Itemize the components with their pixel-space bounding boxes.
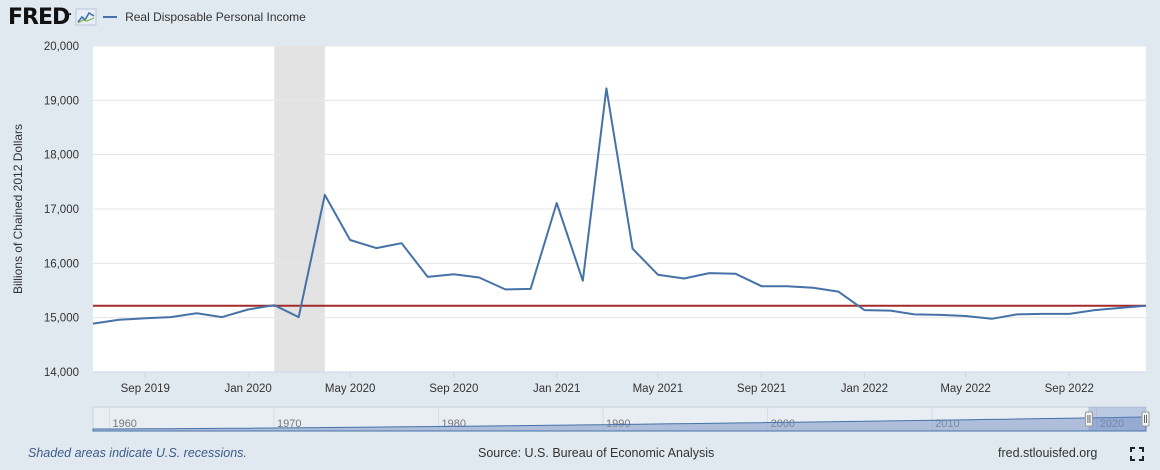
recession-note: Shaded areas indicate U.S. recessions. [28,446,247,460]
x-tick-label: Jan 2022 [841,383,888,395]
fred-logo-dot: . [68,7,72,19]
data-point[interactable] [888,308,894,314]
data-point[interactable] [528,286,534,292]
data-point[interactable] [1092,307,1098,313]
data-point[interactable] [399,240,405,246]
data-point[interactable] [732,271,738,277]
source-note: Source: U.S. Bureau of Economic Analysis [478,446,715,460]
data-point[interactable] [168,314,174,320]
data-point[interactable] [271,302,277,308]
navigator-series-area [92,416,1147,432]
navigator-handle[interactable] [1141,411,1150,427]
series-line[interactable] [92,87,1147,325]
data-point[interactable] [861,307,867,313]
data-point[interactable] [451,271,457,277]
data-point[interactable] [1143,303,1149,309]
y-tick-label: 15,000 [44,313,79,325]
data-point[interactable] [810,285,816,291]
site-link[interactable]: fred.stlouisfed.org [998,446,1098,460]
fullscreen-icon[interactable] [1130,447,1144,461]
y-tick-label: 20,000 [44,41,79,53]
navigator[interactable]: 1960197019801990200020102020 [92,406,1150,432]
data-point[interactable] [142,315,148,321]
fred-logo-text: FRED [8,4,70,30]
data-point[interactable] [655,272,661,278]
x-tick-label: Sep 2020 [429,383,478,395]
data-point[interactable] [706,270,712,276]
data-point[interactable] [989,316,995,322]
data-point[interactable] [603,85,609,91]
y-tick-label: 19,000 [44,95,79,107]
data-point[interactable] [245,307,251,313]
chart-header: FRED. Real Disposable Personal Income [8,4,306,30]
data-point[interactable] [554,200,560,206]
navigator-tick-label: 1960 [112,418,136,430]
data-point[interactable] [580,278,586,284]
y-tick-label: 17,000 [44,204,79,216]
y-axis-label: Billions of Chained 2012 Dollars [11,124,25,294]
data-point[interactable] [476,274,482,280]
navigator-selection[interactable] [1088,407,1146,431]
x-tick-label: May 2021 [633,383,684,395]
navigator-handle[interactable] [1084,411,1093,427]
x-tick-label: Sep 2022 [1045,383,1094,395]
data-point[interactable] [90,321,96,327]
x-tick-label: Jan 2020 [224,383,271,395]
x-tick-label: Sep 2021 [737,383,786,395]
y-tick-label: 18,000 [44,150,79,162]
data-point[interactable] [1118,305,1124,311]
plot-area: 14,000 15,000 16,000 17,000 18,000 19,000 20,0… [11,41,1149,395]
fred-logo[interactable]: FRED. [8,4,72,30]
data-point[interactable] [784,283,790,289]
data-point[interactable] [296,314,302,320]
fred-graph-icon [75,8,97,26]
legend-swatch [103,16,118,18]
data-point[interactable] [1066,311,1072,317]
y-tick-label: 16,000 [44,258,79,270]
data-point[interactable] [116,317,122,323]
data-point[interactable] [963,313,969,319]
data-point[interactable] [759,283,765,289]
x-tick-label: May 2020 [325,383,376,395]
data-point[interactable] [1014,311,1020,317]
line-chart: 14,000 15,000 16,000 17,000 18,000 19,000 20,0… [11,41,1150,432]
data-point[interactable] [911,311,917,317]
data-point[interactable] [630,246,636,252]
legend-label[interactable]: Real Disposable Personal Income [125,10,306,24]
data-point[interactable] [373,245,379,251]
data-point[interactable] [425,274,431,280]
data-point[interactable] [937,312,943,318]
y-tick-label: 14,000 [44,367,79,379]
data-point[interactable] [835,289,841,295]
navigator-tick-label: 1970 [277,418,301,430]
data-point[interactable] [347,237,353,243]
data-point[interactable] [322,192,328,198]
data-point[interactable] [194,310,200,316]
data-point[interactable] [502,286,508,292]
data-point[interactable] [219,314,225,320]
x-tick-label: Sep 2019 [121,383,170,395]
data-point[interactable] [681,276,687,282]
x-tick-label: Jan 2021 [533,383,580,395]
x-tick-label: May 2022 [940,383,991,395]
data-point[interactable] [1040,311,1046,317]
